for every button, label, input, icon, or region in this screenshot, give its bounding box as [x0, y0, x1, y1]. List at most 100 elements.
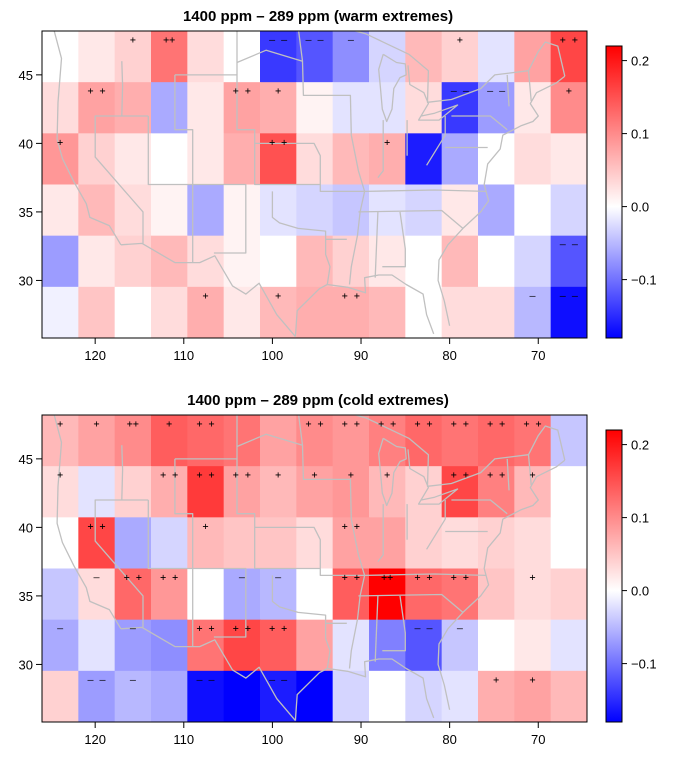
grid-cell — [42, 286, 79, 339]
grid-cell — [441, 517, 479, 569]
grid-cell — [78, 466, 116, 518]
significance-marker: + — [57, 419, 63, 430]
grid-cell — [369, 133, 406, 185]
grid-cell — [114, 82, 152, 134]
significance-marker: – — [93, 573, 100, 584]
grid-cell — [151, 184, 188, 237]
grid-cell — [187, 133, 225, 185]
x-tick-label: 100 — [262, 732, 284, 747]
boundary-line — [451, 499, 508, 515]
boundary-line — [451, 115, 508, 131]
grid-cell — [332, 184, 370, 237]
grid-cell — [550, 517, 588, 569]
boundary-line — [294, 274, 435, 337]
significance-marker: – — [57, 624, 64, 635]
significance-marker: – — [239, 573, 246, 584]
boundary-line — [378, 53, 407, 123]
significance-marker: + + — [451, 419, 469, 430]
grid-cell — [478, 235, 515, 288]
grid-cell — [260, 235, 297, 288]
significance-marker: – – — [560, 291, 579, 302]
x-tick-label: 90 — [354, 732, 368, 747]
grid-cell — [550, 415, 588, 467]
grid-cell — [441, 31, 479, 83]
grid-cell — [332, 235, 370, 288]
grid-cell — [187, 184, 225, 237]
boundary-line — [382, 211, 406, 268]
grid-cell — [550, 235, 588, 288]
significance-marker: – – — [451, 86, 470, 97]
grid-cell — [78, 235, 116, 288]
significance-marker: – — [529, 291, 536, 302]
grid-cell — [332, 517, 370, 569]
grid-cell — [478, 517, 515, 569]
boundary-line — [353, 31, 566, 103]
significance-marker: + + — [378, 419, 396, 430]
boundary-line — [377, 120, 384, 178]
grid-cell — [223, 466, 261, 518]
state-boundaries — [53, 415, 566, 722]
grid-cell — [296, 235, 334, 288]
grid-cell — [478, 286, 515, 339]
grid-cell — [296, 133, 334, 185]
boundary-line — [120, 626, 296, 722]
boundary-line — [377, 504, 384, 562]
colorbar — [605, 429, 623, 723]
significance-marker: + + — [160, 573, 178, 584]
grid-cell — [441, 568, 479, 621]
x-tick-label: 110 — [173, 348, 194, 363]
y-tick-label: 40 — [19, 136, 33, 151]
significance-marker: + — [493, 675, 499, 686]
boundary-line — [254, 142, 321, 185]
warm-panel-title: 1400 ppm – 289 ppm (warm extremes) — [182, 8, 454, 25]
significance-marker: + + — [196, 624, 214, 635]
significance-marker: – – — [487, 86, 506, 97]
boundary-line — [120, 242, 296, 338]
grid-cell — [114, 286, 152, 339]
grid-cell — [78, 568, 116, 621]
significance-marker: – — [457, 624, 464, 635]
grid-cell — [369, 517, 406, 569]
grid-cell — [78, 286, 116, 339]
grid-cell — [187, 415, 225, 467]
grid-cell — [332, 286, 370, 339]
grid-cell — [405, 235, 443, 288]
grid-cell — [369, 286, 406, 339]
significance-marker: ++ — [381, 573, 393, 584]
significance-marker: + + — [305, 419, 323, 430]
grid-cell — [369, 670, 406, 723]
significance-marker: + — [275, 470, 281, 481]
grid-cell — [514, 31, 552, 83]
grid-cell — [514, 517, 552, 569]
grid-cell — [514, 619, 552, 672]
grid-cell — [223, 286, 261, 339]
grid-cell — [405, 466, 443, 518]
x-tick-label: 80 — [442, 732, 456, 747]
grid-cell — [514, 670, 552, 723]
significance-marker: + — [57, 137, 63, 148]
grid-cell — [332, 619, 370, 672]
significance-marker: + — [275, 86, 281, 97]
grid-cell — [151, 82, 188, 134]
grid-cell — [478, 568, 515, 621]
significance-marker: + — [384, 470, 390, 481]
significance-marker: – – — [87, 675, 106, 686]
y-tick-label: 35 — [19, 205, 33, 220]
grid-cells — [42, 415, 588, 723]
grid-cell — [332, 670, 370, 723]
grid-cell — [369, 82, 406, 134]
grid-cell — [550, 286, 588, 339]
significance-marker: + — [529, 675, 535, 686]
grid-cell — [151, 133, 188, 185]
significance-marker: + + — [269, 624, 287, 635]
boundary-line — [527, 70, 532, 101]
grid-cell — [550, 82, 588, 134]
plot-frame — [41, 30, 588, 339]
boundary-line — [527, 454, 532, 485]
grid-cell — [187, 568, 225, 621]
grid-cell — [478, 670, 515, 723]
grid-cell — [260, 184, 297, 237]
significance-marker: ++ — [127, 419, 139, 430]
boundary-line — [297, 415, 304, 446]
grid-cell — [260, 619, 297, 672]
